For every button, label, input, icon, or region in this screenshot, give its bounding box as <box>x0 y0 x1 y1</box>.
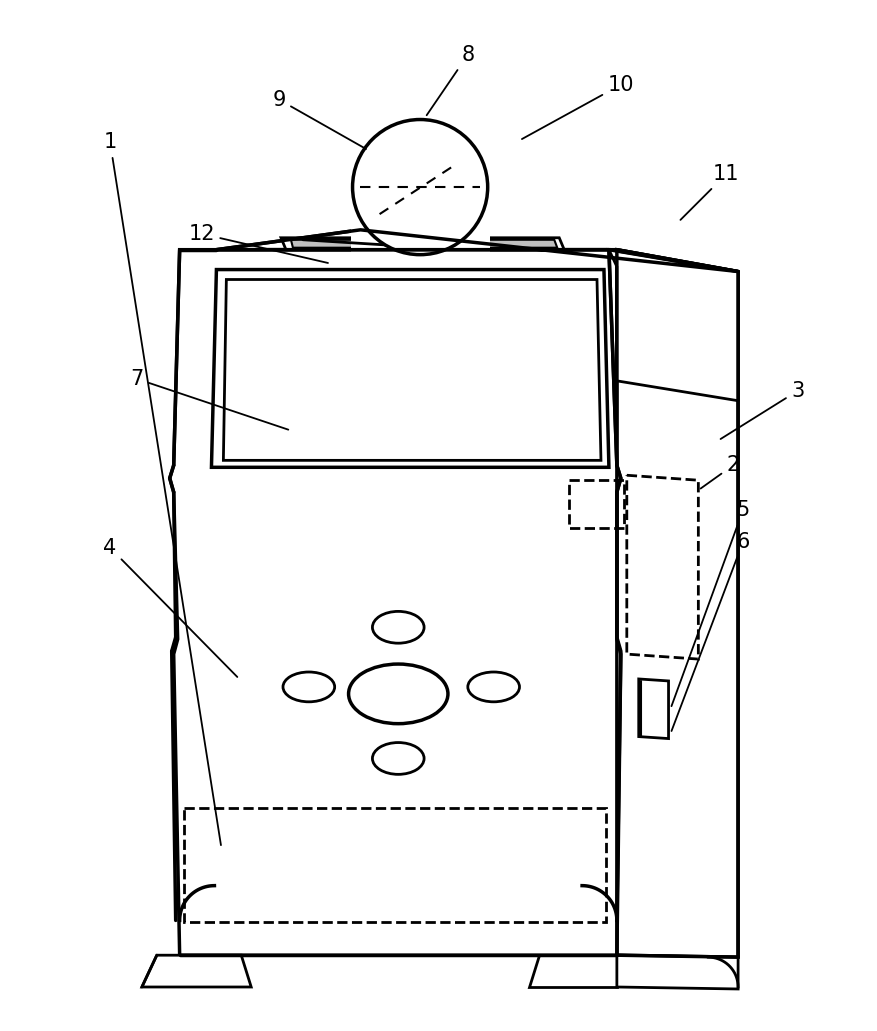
Text: 1: 1 <box>103 132 221 845</box>
Text: 12: 12 <box>188 224 328 263</box>
Polygon shape <box>216 230 738 271</box>
Ellipse shape <box>372 742 424 774</box>
Ellipse shape <box>467 672 519 702</box>
Polygon shape <box>169 250 620 955</box>
Text: 11: 11 <box>680 164 738 220</box>
Text: 6: 6 <box>671 532 749 731</box>
Text: 7: 7 <box>130 369 288 430</box>
Text: 10: 10 <box>521 74 633 139</box>
Text: 3: 3 <box>720 380 803 439</box>
Polygon shape <box>281 238 564 250</box>
Bar <box>350 187 489 260</box>
Polygon shape <box>142 955 251 987</box>
Polygon shape <box>529 955 617 987</box>
Ellipse shape <box>282 672 334 702</box>
Text: 8: 8 <box>426 45 474 115</box>
Text: 4: 4 <box>103 538 237 677</box>
Text: 5: 5 <box>671 500 749 706</box>
Polygon shape <box>617 250 738 957</box>
Polygon shape <box>609 250 738 401</box>
Polygon shape <box>211 269 609 467</box>
Polygon shape <box>617 955 738 989</box>
Text: 9: 9 <box>272 90 366 148</box>
Polygon shape <box>223 279 600 461</box>
Ellipse shape <box>372 611 424 643</box>
Circle shape <box>353 120 487 255</box>
Polygon shape <box>638 679 667 738</box>
Polygon shape <box>290 240 557 247</box>
Text: 2: 2 <box>700 456 739 489</box>
Ellipse shape <box>348 664 447 724</box>
